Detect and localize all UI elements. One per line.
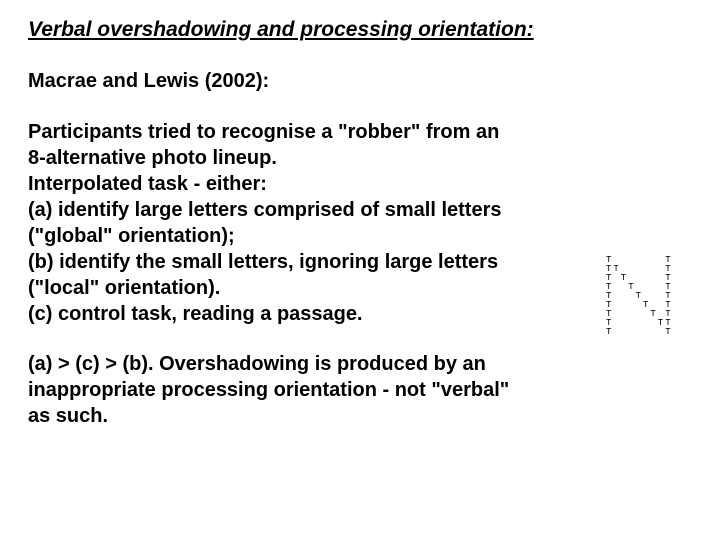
slide-container: Verbal overshadowing and processing orie… bbox=[0, 0, 720, 540]
body1-line4: (a) identify large letters comprised of … bbox=[28, 199, 501, 221]
navon-letter-icon: T T TT T T T T T T T T T T T T T T T T T… bbox=[606, 256, 696, 346]
body-block-1: Participants tried to recognise a "robbe… bbox=[28, 119, 588, 327]
body1-line8: (c) control task, reading a passage. bbox=[28, 303, 363, 325]
citation-line: Macrae and Lewis (2002): bbox=[28, 70, 692, 93]
slide-title: Verbal overshadowing and processing orie… bbox=[28, 18, 692, 42]
body1-line2: 8-alternative photo lineup. bbox=[28, 147, 277, 169]
body2-line3: as such. bbox=[28, 405, 108, 427]
body1-line5: ("global" orientation); bbox=[28, 225, 235, 247]
body2-line2: inappropriate processing orientation - n… bbox=[28, 379, 509, 401]
body1-line7: ("local" orientation). bbox=[28, 277, 220, 299]
body2-line1: (a) > (c) > (b). Overshadowing is produc… bbox=[28, 353, 486, 375]
body1-line1: Participants tried to recognise a "robbe… bbox=[28, 121, 499, 143]
body1-line3: Interpolated task - either: bbox=[28, 173, 267, 195]
body1-line6: (b) identify the small letters, ignoring… bbox=[28, 251, 498, 273]
body-block-2: (a) > (c) > (b). Overshadowing is produc… bbox=[28, 351, 668, 429]
